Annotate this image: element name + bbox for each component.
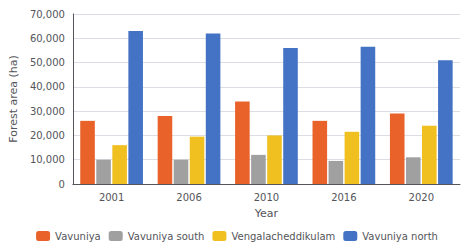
svg-text:60,000: 60,000 — [30, 33, 65, 44]
svg-text:2020: 2020 — [409, 192, 434, 203]
svg-text:2006: 2006 — [176, 192, 201, 203]
svg-text:Vavuniya south: Vavuniya south — [128, 231, 205, 242]
svg-text:Vavuniya north: Vavuniya north — [362, 231, 438, 242]
svg-text:70,000: 70,000 — [30, 9, 65, 20]
svg-text:Vengalacheddikulam: Vengalacheddikulam — [231, 231, 335, 242]
svg-text:10,000: 10,000 — [30, 154, 65, 165]
svg-text:40,000: 40,000 — [30, 81, 65, 92]
svg-text:2010: 2010 — [254, 192, 279, 203]
svg-text:Vavuniya: Vavuniya — [55, 231, 101, 242]
svg-text:20,000: 20,000 — [30, 130, 65, 141]
svg-text:2001: 2001 — [99, 192, 124, 203]
svg-text:Forest area (ha): Forest area (ha) — [7, 55, 20, 143]
svg-text:30,000: 30,000 — [30, 106, 65, 117]
svg-text:0: 0 — [59, 179, 65, 190]
svg-text:Year: Year — [254, 207, 279, 220]
svg-text:2016: 2016 — [331, 192, 356, 203]
svg-text:50,000: 50,000 — [30, 57, 65, 68]
